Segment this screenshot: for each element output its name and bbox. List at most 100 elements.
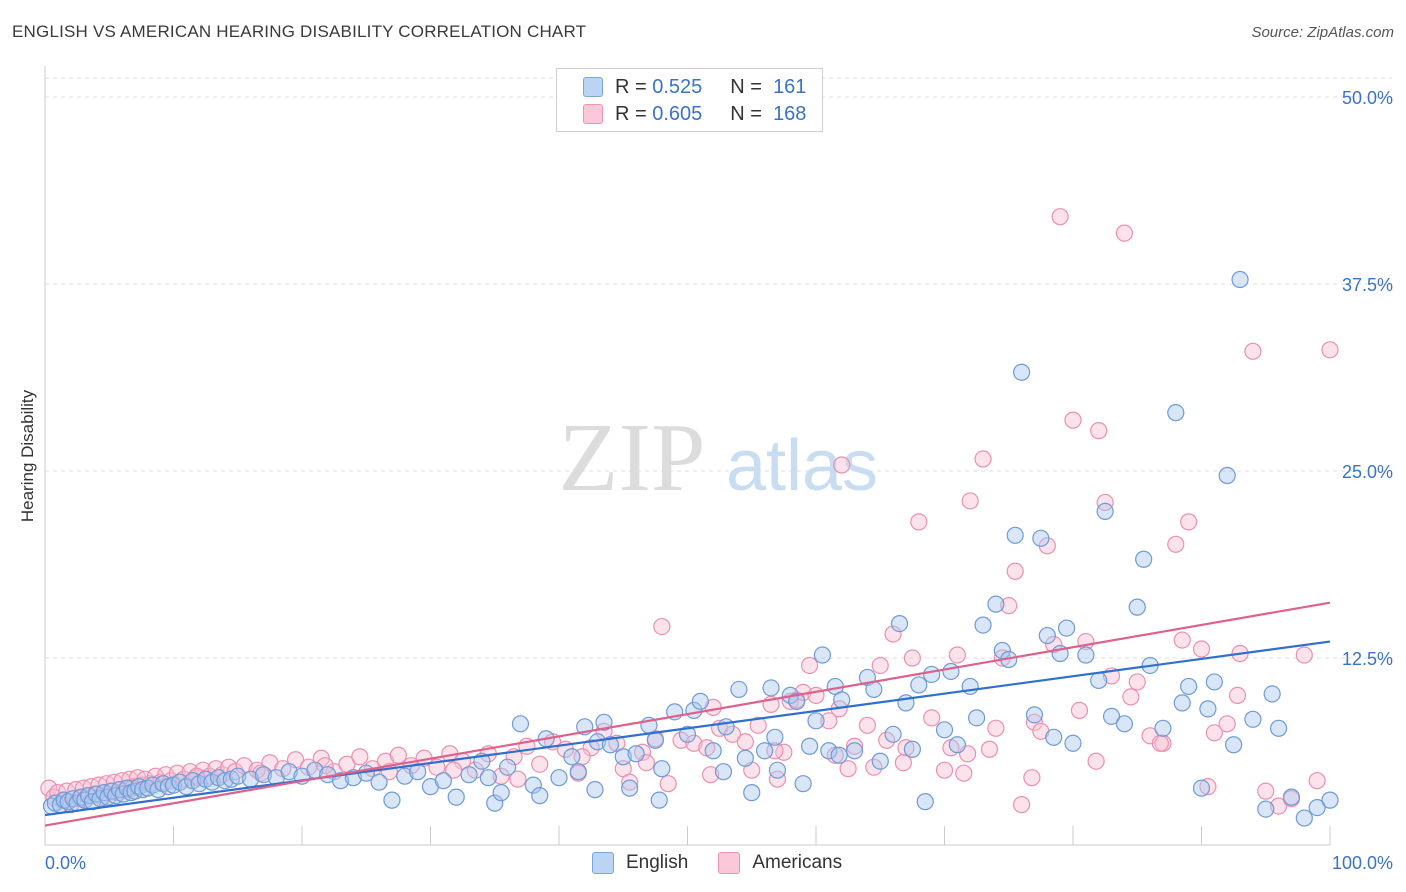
english-point	[736, 749, 754, 767]
english-point	[942, 662, 960, 681]
english-point	[1128, 598, 1146, 616]
english-point	[434, 772, 452, 790]
english-point	[1115, 715, 1134, 733]
english-point	[1135, 550, 1153, 568]
english-point	[968, 709, 986, 727]
english-point	[820, 742, 838, 760]
americans-point	[351, 748, 369, 766]
americans-point	[894, 754, 912, 772]
legend-item-english[interactable]: English	[592, 852, 688, 874]
americans-point	[923, 709, 941, 727]
americans-point	[1180, 513, 1198, 531]
legend-row-english: R = 0.525 N = 161	[583, 76, 806, 98]
english-point	[1244, 710, 1262, 728]
americans-point	[961, 492, 979, 510]
americans-point	[1122, 688, 1140, 706]
english-point	[1006, 526, 1024, 544]
english-r-value: 0.525	[652, 75, 703, 98]
americans-point	[1257, 782, 1275, 800]
english-point	[627, 745, 645, 763]
english-point	[1269, 719, 1288, 737]
english-point	[1090, 671, 1108, 690]
english-point	[717, 718, 735, 736]
english-point	[396, 767, 414, 785]
english-point	[691, 692, 709, 710]
americans-point	[1090, 422, 1108, 440]
americans-point	[389, 746, 407, 764]
english-point	[1064, 734, 1082, 752]
americans-point	[1070, 701, 1089, 719]
english-point	[730, 680, 748, 699]
americans-point	[845, 737, 864, 755]
english-point	[646, 731, 664, 749]
english-swatch	[583, 77, 603, 97]
english-point	[1225, 736, 1243, 754]
english-point	[1257, 800, 1275, 818]
english-point	[531, 787, 549, 805]
americans-point	[878, 731, 896, 749]
english-point	[766, 728, 784, 746]
americans-point	[445, 761, 463, 779]
americans-point	[839, 760, 857, 778]
english-legend-swatch	[592, 852, 614, 874]
english-point	[974, 616, 992, 634]
axes	[44, 66, 1331, 846]
americans-point	[40, 779, 58, 797]
americans-point	[865, 758, 883, 776]
english-point	[1102, 707, 1121, 725]
english-point	[1282, 788, 1301, 806]
americans-point	[903, 649, 921, 667]
x-tick-label-min: 0.0%	[45, 853, 86, 873]
americans-point	[1064, 411, 1082, 429]
english-point	[1199, 700, 1217, 718]
americans-point	[935, 761, 954, 779]
english-point	[704, 742, 722, 760]
english-point	[987, 595, 1005, 613]
americans-point	[910, 513, 928, 531]
legend-r-label: R =	[615, 102, 647, 125]
english-point	[935, 721, 954, 739]
y-tick-label: 12.5%	[1342, 649, 1393, 669]
americans-point	[897, 739, 915, 757]
english-point	[871, 752, 889, 770]
gridlines	[45, 77, 1392, 659]
english-point	[492, 784, 510, 802]
americans-point	[1012, 796, 1031, 814]
americans-point	[1096, 493, 1114, 512]
legend-n-label: N =	[730, 75, 762, 98]
english-point	[447, 788, 465, 806]
americans-legend-label: Americans	[752, 852, 843, 873]
americans-point	[509, 770, 527, 788]
americans-point	[1023, 769, 1041, 787]
english-point	[813, 646, 832, 664]
english-point	[807, 712, 825, 730]
americans-point	[768, 770, 787, 788]
english-point	[370, 773, 388, 791]
english-point	[1321, 791, 1339, 809]
americans-point	[1087, 752, 1105, 770]
english-point	[254, 766, 273, 784]
english-point	[1025, 706, 1044, 724]
americans-point	[980, 740, 999, 758]
english-point	[1032, 529, 1050, 547]
legend-item-americans[interactable]: Americans	[718, 852, 842, 874]
english-point	[1308, 798, 1326, 817]
english-point	[755, 742, 774, 760]
english-point	[1045, 728, 1063, 746]
english-point	[948, 736, 966, 754]
english-point	[383, 791, 401, 809]
correlation-legend: R = 0.525 N = 161 R = 0.605 N = 168	[556, 68, 823, 132]
americans-point	[955, 764, 973, 782]
x-tick-label-max: 100.0%	[1332, 853, 1393, 873]
americans-point	[621, 773, 639, 791]
americans-point	[1045, 635, 1063, 654]
english-point	[845, 742, 864, 760]
english-point	[614, 748, 632, 766]
english-point	[884, 725, 902, 743]
english-point	[800, 737, 819, 755]
english-point	[768, 761, 787, 779]
legend-r-label: R =	[615, 75, 647, 98]
english-point	[177, 778, 195, 796]
americans-point	[1128, 673, 1146, 691]
